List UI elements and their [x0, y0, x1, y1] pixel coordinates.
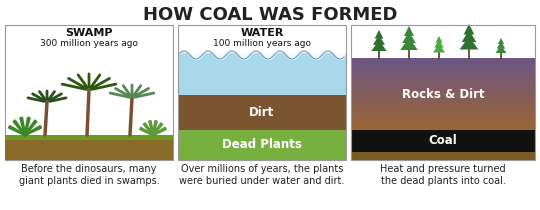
Bar [351, 58, 535, 59]
Bar [351, 77, 535, 78]
Bar [351, 89, 535, 90]
Bar [351, 91, 535, 93]
Bar [351, 65, 535, 66]
Polygon shape [400, 38, 418, 50]
Polygon shape [498, 38, 504, 44]
Bar [178, 25, 346, 53]
Bar [351, 128, 535, 130]
Bar [351, 120, 535, 122]
Bar [351, 61, 535, 63]
Bar [351, 107, 535, 108]
Text: Heat and pressure turned
the dead plants into coal.: Heat and pressure turned the dead plants… [380, 164, 506, 186]
Bar [351, 100, 535, 101]
Polygon shape [460, 36, 478, 50]
Bar [351, 73, 535, 75]
Bar [351, 84, 535, 86]
Bar [351, 119, 535, 120]
Bar [5, 25, 173, 160]
Bar [178, 25, 346, 160]
Bar [351, 76, 535, 77]
Bar [351, 83, 535, 84]
Bar [351, 123, 535, 125]
Polygon shape [402, 32, 416, 43]
Bar [351, 105, 535, 107]
Polygon shape [496, 45, 507, 53]
Text: Dirt: Dirt [249, 106, 275, 119]
Text: 300 million years ago: 300 million years ago [40, 39, 138, 48]
Bar [178, 130, 346, 160]
Bar [351, 101, 535, 102]
Bar [351, 110, 535, 112]
Bar [351, 63, 535, 65]
Bar [351, 125, 535, 126]
Bar [351, 98, 535, 100]
Bar [351, 71, 535, 72]
Bar [351, 109, 535, 111]
Polygon shape [436, 36, 442, 43]
Bar [351, 114, 535, 116]
Bar [351, 25, 535, 160]
Bar [351, 116, 535, 118]
Bar [351, 127, 535, 129]
Text: WATER: WATER [240, 28, 284, 38]
Bar [351, 96, 535, 98]
Bar [178, 53, 346, 95]
Bar [351, 95, 535, 96]
Bar [351, 81, 535, 83]
Bar [351, 80, 535, 82]
Bar [351, 152, 535, 160]
Bar [351, 79, 535, 81]
Bar [351, 62, 535, 64]
Polygon shape [434, 40, 444, 48]
Bar [351, 60, 535, 62]
Bar [351, 130, 535, 152]
Polygon shape [373, 35, 385, 45]
Bar [351, 68, 535, 70]
Text: HOW COAL WAS FORMED: HOW COAL WAS FORMED [143, 6, 397, 24]
Bar [351, 102, 535, 104]
Polygon shape [497, 42, 505, 49]
Bar [351, 90, 535, 92]
Bar [351, 115, 535, 117]
Bar [5, 135, 173, 140]
Bar [351, 122, 535, 124]
Bar [351, 121, 535, 123]
Polygon shape [433, 44, 445, 52]
Bar [351, 78, 535, 80]
Bar [351, 72, 535, 74]
Bar [351, 113, 535, 114]
Polygon shape [464, 24, 474, 34]
Bar [351, 118, 535, 119]
Bar [351, 97, 535, 99]
Text: 100 million years ago: 100 million years ago [213, 39, 311, 48]
Text: Coal: Coal [429, 134, 457, 147]
Bar [351, 108, 535, 110]
Bar [351, 86, 535, 88]
Bar [178, 95, 346, 130]
Bar [351, 92, 535, 94]
Bar [351, 67, 535, 69]
Bar [351, 74, 535, 76]
Text: Before the dinosaurs, many
giant plants died in swamps.: Before the dinosaurs, many giant plants … [18, 164, 159, 186]
Bar [351, 93, 535, 95]
Bar [351, 66, 535, 68]
Text: Over millions of years, the plants
were buried under water and dirt.: Over millions of years, the plants were … [179, 164, 345, 186]
Polygon shape [372, 40, 387, 51]
Bar [351, 70, 535, 71]
Text: Rocks & Dirt: Rocks & Dirt [402, 88, 484, 101]
Bar [5, 140, 173, 160]
Bar [351, 85, 535, 87]
Bar [351, 88, 535, 89]
Bar [351, 126, 535, 128]
Text: Dead Plants: Dead Plants [222, 139, 302, 151]
Bar [351, 104, 535, 106]
Polygon shape [375, 30, 383, 39]
Bar [351, 103, 535, 105]
Polygon shape [404, 26, 414, 36]
Bar [351, 112, 535, 113]
Bar [351, 59, 535, 60]
Polygon shape [462, 30, 476, 42]
Bar [351, 25, 535, 58]
Text: SWAMP: SWAMP [65, 28, 113, 38]
